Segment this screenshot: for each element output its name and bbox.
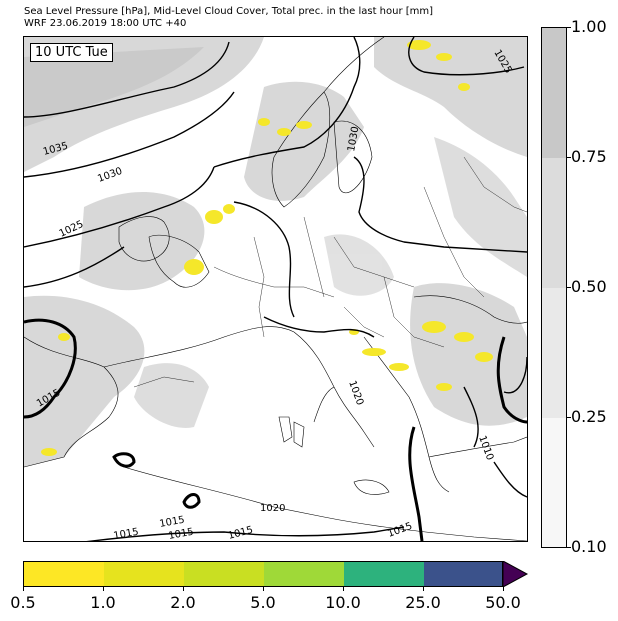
precip-tick	[343, 587, 344, 591]
cloud-cover-colorbar	[541, 27, 567, 548]
precip-seg	[264, 562, 344, 586]
precip-tick-label: 1.0	[90, 593, 116, 612]
precip-tick	[103, 587, 104, 591]
isobar-label: 1020	[260, 503, 285, 514]
coastlines	[24, 37, 527, 541]
precip-tick-label: 10.0	[325, 593, 361, 612]
cloud-tick	[567, 27, 571, 28]
map-panel: 1035 1030 1025 1030 1025 1015 1020 1020 …	[23, 36, 528, 542]
precip-tick	[183, 587, 184, 591]
precip-tick	[23, 587, 24, 591]
cloud-tick	[567, 157, 571, 158]
cloud-tick-label: 0.10	[571, 537, 607, 556]
cloud-tick-label: 0.75	[571, 147, 607, 166]
precipitation-layer	[41, 40, 493, 456]
isobar-label: 1015	[113, 527, 140, 541]
precip-tick-label: 25.0	[405, 593, 441, 612]
precip-seg	[424, 562, 502, 586]
precip-seg	[184, 562, 264, 586]
country-borders	[133, 156, 527, 388]
isobar-label: 1030	[346, 126, 361, 153]
forecast-time-label: 10 UTC Tue	[30, 43, 113, 62]
precip-seg	[24, 562, 104, 586]
precip-seg	[104, 562, 184, 586]
cloud-tick	[567, 287, 571, 288]
precip-tick	[503, 587, 504, 591]
cloud-tick-label: 0.25	[571, 407, 607, 426]
isobar-label: 1015	[227, 525, 254, 541]
cloud-tick-label: 1.00	[571, 17, 607, 36]
cloud-seg-2	[542, 288, 566, 418]
precip-tick	[423, 587, 424, 591]
precip-tick-label: 0.5	[10, 593, 36, 612]
cloud-tick	[567, 547, 571, 548]
precip-tick	[263, 587, 264, 591]
isobars-bold	[24, 318, 527, 541]
cloud-seg-4	[542, 28, 566, 158]
precip-tick-label: 2.0	[170, 593, 196, 612]
precip-tick-label: 5.0	[250, 593, 276, 612]
weather-map: 1035 1030 1025 1030 1025 1015 1020 1020 …	[24, 37, 527, 541]
precip-seg	[344, 562, 424, 586]
cloud-tick	[567, 417, 571, 418]
map-title: Sea Level Pressure [hPa], Mid-Level Clou…	[24, 6, 434, 17]
cloud-tick-label: 0.50	[571, 277, 607, 296]
map-header: Sea Level Pressure [hPa], Mid-Level Clou…	[24, 6, 433, 30]
precip-tick-label: 50.0	[485, 593, 521, 612]
cloud-seg-1	[542, 418, 566, 547]
cloud-seg-3	[542, 158, 566, 288]
map-subtitle: WRF 23.06.2019 18:00 UTC +40	[24, 18, 187, 29]
precip-colorbar-extend-arrow	[503, 561, 529, 587]
precip-colorbar	[23, 561, 503, 587]
isobar-label: 1015	[159, 515, 186, 530]
isobar-label: 1015	[168, 527, 195, 541]
